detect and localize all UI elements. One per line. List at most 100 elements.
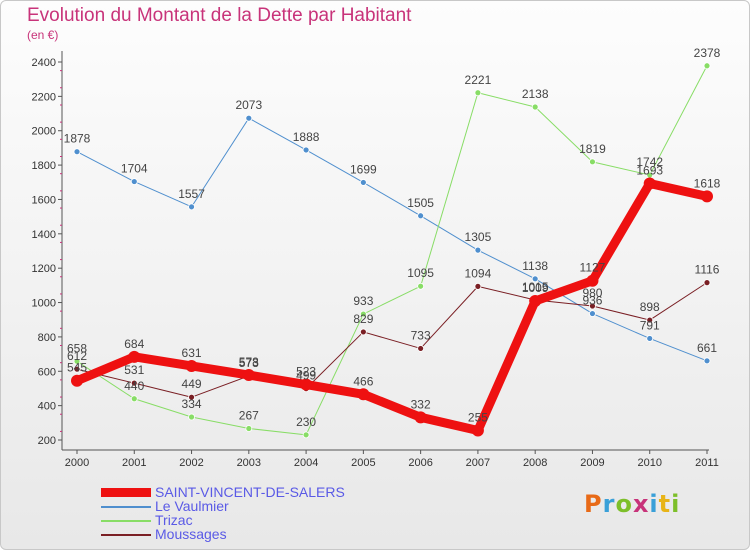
data-label-le-vaulmier: 1557 bbox=[178, 187, 205, 201]
data-point-le-vaulmier bbox=[302, 146, 310, 154]
data-point-saint-vincent-de-salers bbox=[128, 350, 141, 363]
data-point-le-vaulmier bbox=[531, 275, 539, 283]
data-point-trizac bbox=[417, 282, 425, 290]
y-tick-label: 800 bbox=[38, 332, 56, 344]
y-tick-label: 1200 bbox=[32, 263, 56, 275]
data-label-le-vaulmier: 791 bbox=[640, 318, 660, 332]
data-point-moussages bbox=[359, 328, 367, 336]
data-label-moussages: 531 bbox=[124, 363, 144, 377]
x-tick-label: 2009 bbox=[580, 457, 604, 469]
y-tick-label: 1800 bbox=[32, 160, 56, 172]
data-label-trizac: 440 bbox=[124, 379, 144, 393]
data-point-saint-vincent-de-salers bbox=[300, 378, 313, 391]
data-point-saint-vincent-de-salers bbox=[357, 388, 370, 401]
data-point-moussages bbox=[130, 379, 138, 387]
data-point-saint-vincent-de-salers bbox=[529, 294, 542, 307]
data-point-trizac bbox=[188, 413, 195, 421]
data-label-saint-vincent-de-salers: 466 bbox=[353, 374, 373, 388]
series-line-le-vaulmier bbox=[76, 117, 708, 362]
data-point-moussages bbox=[417, 345, 425, 352]
data-label-moussages: 829 bbox=[353, 312, 373, 326]
y-tick-label: 400 bbox=[38, 401, 56, 413]
data-label-saint-vincent-de-salers: 1009 bbox=[522, 281, 549, 295]
data-label-le-vaulmier: 936 bbox=[582, 294, 602, 308]
legend-swatch-le-vaulmier bbox=[101, 506, 151, 508]
data-label-moussages: 499 bbox=[296, 369, 316, 383]
data-label-saint-vincent-de-salers: 1127 bbox=[580, 261, 606, 275]
legend-swatch-moussages bbox=[101, 534, 151, 536]
x-tick-label: 2010 bbox=[637, 457, 661, 469]
x-tick-label: 2004 bbox=[294, 457, 318, 469]
data-label-le-vaulmier: 661 bbox=[697, 341, 717, 355]
data-point-le-vaulmier bbox=[130, 178, 138, 185]
proxiti-logo: Proxiti bbox=[584, 490, 680, 518]
data-label-le-vaulmier: 1888 bbox=[293, 130, 320, 144]
data-label-trizac: 1819 bbox=[579, 142, 606, 156]
data-label-trizac: 334 bbox=[182, 397, 202, 411]
legend-label-trizac: Trizac bbox=[155, 512, 193, 528]
data-label-trizac: 267 bbox=[239, 408, 259, 422]
data-label-moussages: 898 bbox=[640, 300, 660, 314]
x-tick-label: 2008 bbox=[523, 457, 547, 469]
data-label-trizac: 2138 bbox=[522, 87, 549, 101]
data-label-trizac: 2378 bbox=[694, 46, 721, 60]
data-label-trizac: 658 bbox=[67, 341, 87, 355]
logo-letter: r bbox=[602, 490, 616, 518]
legend-label-moussages: Moussages bbox=[155, 526, 227, 542]
y-tick-label: 2000 bbox=[32, 126, 56, 138]
data-point-le-vaulmier bbox=[589, 310, 596, 317]
y-tick-label: 600 bbox=[38, 366, 56, 378]
x-tick-label: 2006 bbox=[408, 457, 432, 469]
data-label-moussages: 1116 bbox=[695, 263, 720, 277]
data-point-saint-vincent-de-salers bbox=[242, 369, 255, 382]
data-point-saint-vincent-de-salers bbox=[586, 274, 599, 287]
x-tick-label: 2007 bbox=[466, 457, 490, 469]
logo-letter: i bbox=[649, 490, 659, 518]
data-label-trizac: 1742 bbox=[636, 155, 663, 169]
y-tick-label: 1000 bbox=[32, 298, 56, 310]
y-tick-label: 1600 bbox=[32, 194, 56, 206]
data-label-trizac: 1095 bbox=[407, 266, 434, 280]
data-point-saint-vincent-de-salers bbox=[643, 177, 656, 190]
data-point-moussages bbox=[646, 316, 654, 324]
logo-letter: t bbox=[658, 490, 672, 518]
data-point-le-vaulmier bbox=[703, 357, 711, 365]
data-label-le-vaulmier: 1699 bbox=[350, 162, 377, 176]
y-tick-label: 200 bbox=[38, 435, 56, 447]
data-point-le-vaulmier bbox=[359, 179, 367, 186]
chart-subtitle: (en €) bbox=[27, 28, 59, 42]
data-label-moussages: 733 bbox=[411, 328, 431, 342]
legend-swatch-saint-vincent-de-salers bbox=[101, 488, 151, 497]
data-label-saint-vincent-de-salers: 523 bbox=[296, 365, 316, 379]
data-point-saint-vincent-de-salers bbox=[471, 424, 484, 437]
data-point-trizac bbox=[359, 310, 367, 318]
data-point-le-vaulmier bbox=[188, 203, 195, 211]
data-label-saint-vincent-de-salers: 1618 bbox=[694, 176, 721, 190]
logo-letter: o bbox=[615, 490, 633, 518]
data-point-moussages bbox=[188, 393, 195, 401]
logo-letter: P bbox=[584, 490, 603, 518]
data-point-le-vaulmier bbox=[417, 212, 425, 220]
y-tick-label: 2400 bbox=[32, 57, 56, 69]
data-point-saint-vincent-de-salers bbox=[701, 190, 713, 203]
data-label-le-vaulmier: 1138 bbox=[522, 259, 548, 273]
y-tick-label: 2200 bbox=[32, 91, 56, 103]
data-point-le-vaulmier bbox=[245, 114, 253, 122]
data-point-trizac bbox=[245, 425, 253, 432]
legend-label-le-vaulmier: Le Vaulmier bbox=[155, 498, 229, 514]
series-line-trizac bbox=[76, 65, 708, 436]
chart-title: Evolution du Montant de la Dette par Hab… bbox=[27, 5, 412, 26]
data-label-saint-vincent-de-salers: 1693 bbox=[636, 163, 663, 177]
data-label-moussages: 449 bbox=[182, 377, 202, 391]
data-point-moussages bbox=[703, 279, 711, 287]
data-point-le-vaulmier bbox=[73, 148, 81, 156]
data-point-le-vaulmier bbox=[474, 246, 482, 254]
x-tick-label: 2001 bbox=[122, 457, 146, 469]
data-label-saint-vincent-de-salers: 631 bbox=[182, 346, 202, 360]
data-label-trizac: 933 bbox=[353, 294, 373, 308]
data-point-trizac bbox=[302, 431, 310, 439]
data-label-saint-vincent-de-salers: 684 bbox=[124, 337, 144, 351]
data-point-trizac bbox=[73, 357, 81, 365]
